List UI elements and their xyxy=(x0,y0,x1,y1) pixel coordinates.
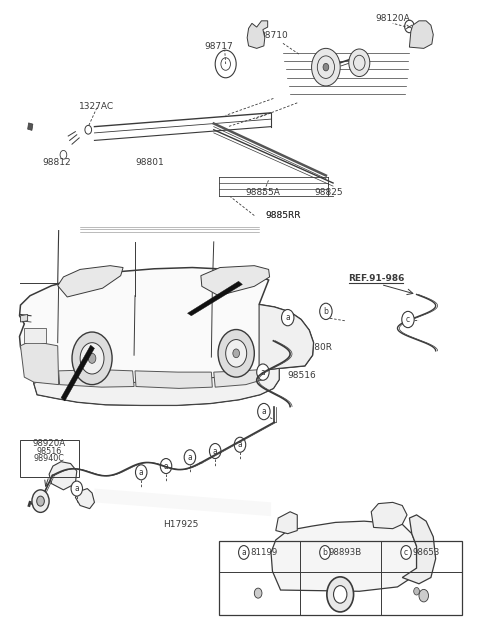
Circle shape xyxy=(327,577,354,612)
Polygon shape xyxy=(276,512,297,533)
Circle shape xyxy=(36,496,44,506)
Circle shape xyxy=(320,303,332,320)
Circle shape xyxy=(32,490,49,513)
Text: H0780R: H0780R xyxy=(296,343,332,352)
Text: a: a xyxy=(238,440,242,449)
Polygon shape xyxy=(135,371,212,388)
Circle shape xyxy=(234,437,246,452)
Text: 98801: 98801 xyxy=(135,159,164,167)
Circle shape xyxy=(80,343,104,374)
Circle shape xyxy=(401,545,411,559)
Text: 98812: 98812 xyxy=(42,159,71,167)
Polygon shape xyxy=(214,370,263,387)
Circle shape xyxy=(184,450,196,465)
Text: 9885RR: 9885RR xyxy=(265,211,300,220)
Polygon shape xyxy=(61,345,95,401)
Polygon shape xyxy=(49,462,77,490)
Text: b: b xyxy=(324,307,328,316)
Polygon shape xyxy=(371,503,407,528)
Text: 98855A: 98855A xyxy=(245,188,280,197)
FancyBboxPatch shape xyxy=(24,328,46,343)
Text: 98516: 98516 xyxy=(36,447,62,455)
Text: 98825: 98825 xyxy=(314,188,343,197)
Circle shape xyxy=(349,49,370,77)
Circle shape xyxy=(281,309,294,326)
Polygon shape xyxy=(20,267,313,405)
Polygon shape xyxy=(271,521,417,591)
Text: a: a xyxy=(262,407,266,416)
Circle shape xyxy=(160,459,172,474)
Text: a: a xyxy=(213,447,217,455)
Polygon shape xyxy=(201,265,270,296)
Text: a: a xyxy=(188,453,192,462)
Circle shape xyxy=(320,545,330,559)
Text: REF.91-986: REF.91-986 xyxy=(348,274,404,282)
Circle shape xyxy=(257,364,269,381)
Text: 98893B: 98893B xyxy=(328,548,361,557)
Circle shape xyxy=(135,465,147,480)
Circle shape xyxy=(323,64,329,71)
Text: a: a xyxy=(74,484,79,493)
Circle shape xyxy=(218,330,254,377)
Polygon shape xyxy=(59,370,134,387)
Polygon shape xyxy=(259,304,313,371)
Text: 9885RR: 9885RR xyxy=(265,211,300,220)
Text: b: b xyxy=(323,548,327,557)
Text: 98710: 98710 xyxy=(259,31,288,40)
Circle shape xyxy=(402,311,414,328)
Polygon shape xyxy=(402,515,436,584)
Text: c: c xyxy=(406,315,410,324)
Text: 98120A: 98120A xyxy=(375,14,410,23)
Text: 98920A: 98920A xyxy=(33,439,66,448)
Circle shape xyxy=(419,589,429,602)
Circle shape xyxy=(233,349,240,358)
Text: 81199: 81199 xyxy=(250,548,277,557)
Circle shape xyxy=(88,353,96,364)
Text: a: a xyxy=(285,313,290,322)
Circle shape xyxy=(334,586,347,603)
Circle shape xyxy=(239,545,249,559)
Circle shape xyxy=(72,332,112,385)
Text: c: c xyxy=(404,548,408,557)
Text: a: a xyxy=(241,548,246,557)
Polygon shape xyxy=(28,123,33,130)
Text: 1327AC: 1327AC xyxy=(79,102,114,111)
Polygon shape xyxy=(95,489,271,516)
Text: 98516: 98516 xyxy=(288,371,316,381)
Polygon shape xyxy=(34,369,279,405)
Circle shape xyxy=(312,48,340,86)
Circle shape xyxy=(258,403,270,420)
Text: 98940C: 98940C xyxy=(34,454,64,463)
Circle shape xyxy=(226,340,247,367)
Polygon shape xyxy=(247,21,268,48)
Text: a: a xyxy=(164,462,168,470)
Circle shape xyxy=(71,481,83,496)
Polygon shape xyxy=(58,265,123,297)
Text: H17925: H17925 xyxy=(163,520,198,530)
Polygon shape xyxy=(21,341,59,385)
Text: a: a xyxy=(139,468,144,477)
Polygon shape xyxy=(75,489,95,509)
Text: a: a xyxy=(261,367,265,377)
Polygon shape xyxy=(21,314,28,322)
Circle shape xyxy=(414,587,420,595)
Text: 98653: 98653 xyxy=(412,548,440,557)
Polygon shape xyxy=(188,281,242,316)
Circle shape xyxy=(254,588,262,598)
Text: 98717: 98717 xyxy=(204,42,233,51)
Circle shape xyxy=(209,443,221,459)
Polygon shape xyxy=(409,21,433,48)
